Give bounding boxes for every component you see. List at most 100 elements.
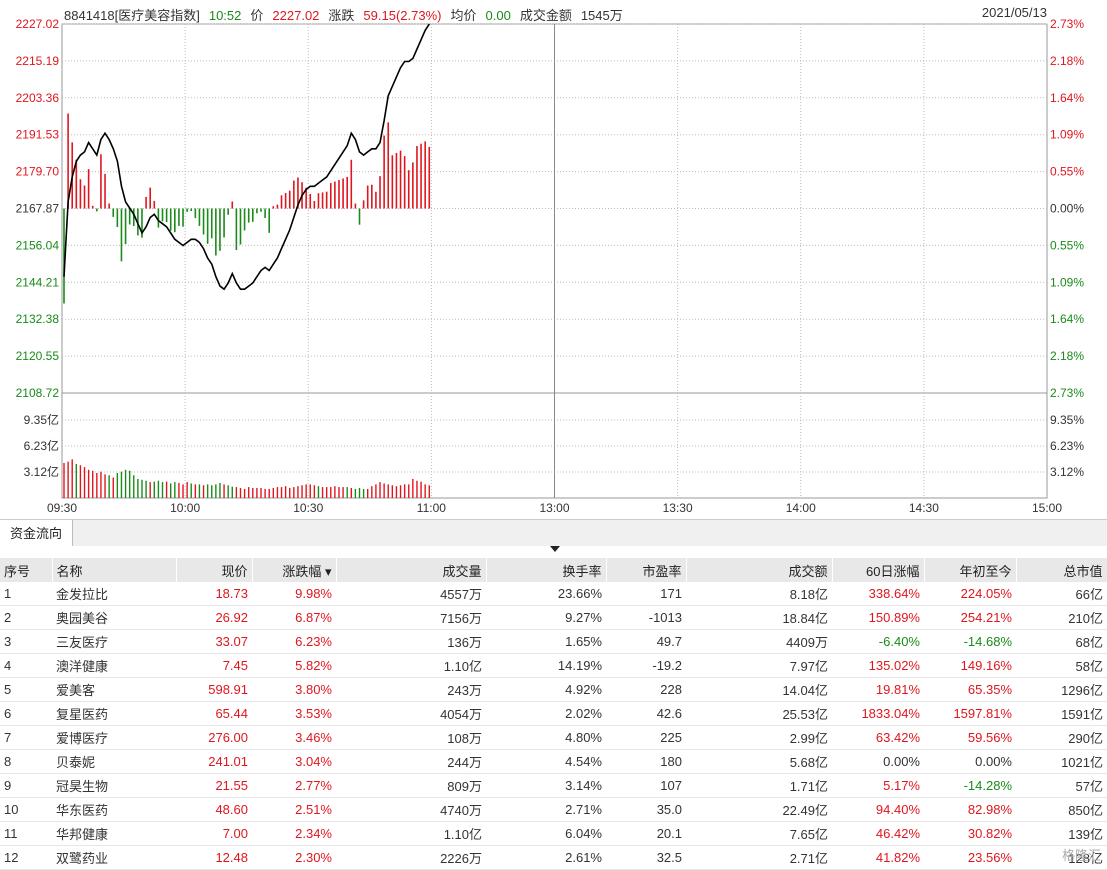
column-header[interactable]: 成交额 [686,558,833,582]
tab-fund-flow[interactable]: 资金流向 [0,520,74,547]
y-tick-label-right: 1.64% [1050,312,1084,326]
table-cell: 1.71亿 [686,773,832,798]
table-cell: 1021亿 [1016,749,1107,774]
table-cell: 4054万 [336,701,486,726]
column-header[interactable]: 市盈率 [606,558,687,582]
table-cell: 2.61% [486,845,606,870]
volume-tick-label-left: 6.23亿 [24,438,59,453]
table-row[interactable]: 1 金发拉比 18.73 9.98% 4557万 23.66% 171 8.18亿 338.64… [0,582,1107,606]
table-cell: 1 [0,582,52,606]
table-row[interactable]: 5 爱美客 598.91 3.80% 243万 4.92% 228 14.04亿 19.81% 6… [0,677,1107,702]
table-cell: 1591亿 [1016,701,1107,726]
table-cell: 0.00% [832,749,924,774]
quote-header: 8841418[医疗美容指数] 10:52 价 2227.02 涨跌 59.15(2.73… [64,5,632,24]
table-body: 1 金发拉比 18.73 9.98% 4557万 23.66% 171 8.18亿 338.64… [0,582,1107,870]
table-cell: 30.82% [924,821,1016,846]
table-cell: 254.21% [924,605,1016,630]
table-cell: 107 [606,773,686,798]
table-cell: 9.27% [486,605,606,630]
table-cell: 4.54% [486,749,606,774]
table-cell: 6.04% [486,821,606,846]
table-cell: 金发拉比 [52,582,176,606]
change-value: 59.15(2.73%) [363,8,442,23]
column-header[interactable]: 成交量 [336,558,487,582]
table-cell: 3.04% [252,749,336,774]
y-tick-label-right: 1.09% [1050,128,1084,142]
column-header[interactable]: 序号 [0,558,53,582]
y-tick-label-left: 2179.70 [16,165,60,179]
table-cell: -6.40% [832,629,924,654]
table-cell: 338.64% [832,582,924,606]
table-row[interactable]: 3 三友医疗 33.07 6.23% 136万 1.65% 49.7 4409万 -6.40% -… [0,629,1107,654]
table-cell: -14.28% [924,773,1016,798]
table-cell: 18.84亿 [686,605,832,630]
table-cell: 4.80% [486,725,606,750]
table-row[interactable]: 8 贝泰妮 241.01 3.04% 244万 4.54% 180 5.68亿 0.00% 0.0… [0,749,1107,774]
table-cell: 华东医药 [52,797,176,822]
volume-tick-label-right: 9.35% [1050,413,1084,427]
y-tick-label-right: 2.18% [1050,349,1084,363]
table-row[interactable]: 2 奥园美谷 26.92 6.87% 7156万 9.27% -1013 18.84亿 150.… [0,605,1107,630]
table-cell: 171 [606,582,686,606]
table-cell: 32.5 [606,845,686,870]
avg-value: 0.00 [485,8,511,23]
table-cell: 澳洋健康 [52,653,176,678]
table-cell: 210亿 [1016,605,1107,630]
table-cell: 241.01 [176,749,252,774]
x-tick-label: 14:00 [786,501,816,515]
table-cell: 809万 [336,773,486,798]
column-header[interactable]: 总市值 [1016,558,1107,582]
table-cell: 9 [0,773,52,798]
table-cell: 65.44 [176,701,252,726]
table-cell: -1013 [606,605,686,630]
table-cell: 57亿 [1016,773,1107,798]
table-cell: 2.99亿 [686,725,832,750]
table-cell: 冠昊生物 [52,773,176,798]
column-header[interactable]: 涨跌幅 ▾ [252,558,337,582]
table-cell: -14.68% [924,629,1016,654]
table-cell: 2.77% [252,773,336,798]
x-tick-label: 15:00 [1032,501,1062,515]
y-tick-label-left: 2227.02 [16,17,60,31]
table-cell: 1.65% [486,629,606,654]
table-cell: 9.98% [252,582,336,606]
table-cell: 850亿 [1016,797,1107,822]
collapse-arrow-icon[interactable] [550,546,560,552]
y-tick-label-left: 2120.55 [16,349,60,363]
table-cell: 63.42% [832,725,924,750]
y-tick-label-left: 2203.36 [16,91,60,105]
y-tick-label-right: 2.18% [1050,54,1084,68]
column-header[interactable]: 年初至今 [924,558,1017,582]
column-header[interactable]: 名称 [52,558,177,582]
table-row[interactable]: 7 爱博医疗 276.00 3.46% 108万 4.80% 225 2.99亿 63.42% 5… [0,725,1107,750]
table-cell: 23.56% [924,845,1016,870]
table-row[interactable]: 12 双鹭药业 12.48 2.30% 2226万 2.61% 32.5 2.71亿 41.82… [0,845,1107,870]
quote-time: 10:52 [208,8,242,23]
table-row[interactable]: 4 澳洋健康 7.45 5.82% 1.10亿 14.19% -19.2 7.97亿 135.0… [0,653,1107,678]
avg-label: 均价 [450,8,477,23]
table-row[interactable]: 9 冠昊生物 21.55 2.77% 809万 3.14% 107 1.71亿 5.17% -14… [0,773,1107,798]
table-cell: 1597.81% [924,701,1016,726]
sort-bar [0,546,1107,558]
table-cell: 3 [0,629,52,654]
table-cell: 66亿 [1016,582,1107,606]
column-header[interactable]: 现价 [176,558,253,582]
table-cell: 21.55 [176,773,252,798]
table-row[interactable]: 6 复星医药 65.44 3.53% 4054万 2.02% 42.6 25.53亿 1833.… [0,701,1107,726]
table-cell: 42.6 [606,701,686,726]
table-row[interactable]: 11 华邦健康 7.00 2.34% 1.10亿 6.04% 20.1 7.65亿 46.42%… [0,821,1107,846]
table-row[interactable]: 10 华东医药 48.60 2.51% 4740万 2.71% 35.0 22.49亿 94.4… [0,797,1107,822]
table-cell: 华邦健康 [52,821,176,846]
table-cell: 68亿 [1016,629,1107,654]
column-header[interactable]: 换手率 [486,558,607,582]
table-cell: 3.53% [252,701,336,726]
column-header[interactable]: 60日涨幅 [832,558,925,582]
table-cell: 3.80% [252,677,336,702]
table-cell: 20.1 [606,821,686,846]
table-cell: 136万 [336,629,486,654]
table-cell: 243万 [336,677,486,702]
table-cell: 14.19% [486,653,606,678]
table-cell: 19.81% [832,677,924,702]
table-cell: 49.7 [606,629,686,654]
y-tick-label-right: 2.73% [1050,17,1084,31]
